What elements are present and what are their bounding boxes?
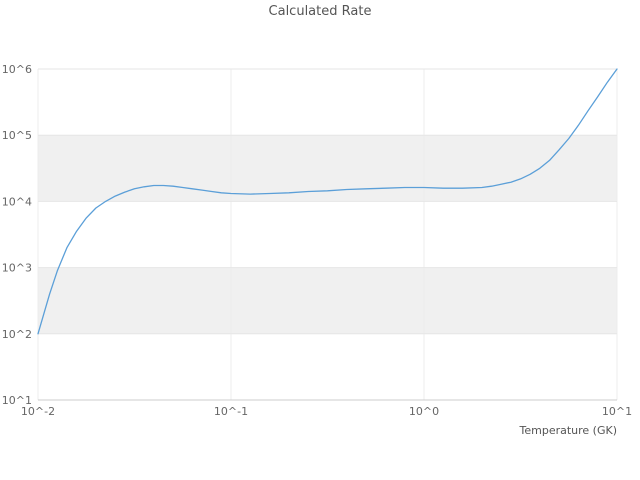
y-tick-label: 10^1 <box>2 394 32 407</box>
x-tick-label: 10^-2 <box>21 405 55 418</box>
x-axis-label: Temperature (GK) <box>519 424 618 437</box>
y-tick-label: 10^5 <box>2 129 32 142</box>
y-tick-label: 10^3 <box>2 262 32 275</box>
x-tick-label: 10^-1 <box>214 405 248 418</box>
x-tick-label: 10^1 <box>602 405 632 418</box>
series-line-calculated-rate <box>37 68 618 335</box>
y-band <box>38 267 617 334</box>
chart-title: Calculated Rate <box>268 4 372 19</box>
y-tick-label: 10^4 <box>2 195 32 208</box>
y-tick-label: 10^2 <box>2 328 32 341</box>
y-tick-label: 10^6 <box>2 63 32 76</box>
x-tick-label: 10^0 <box>409 405 439 418</box>
